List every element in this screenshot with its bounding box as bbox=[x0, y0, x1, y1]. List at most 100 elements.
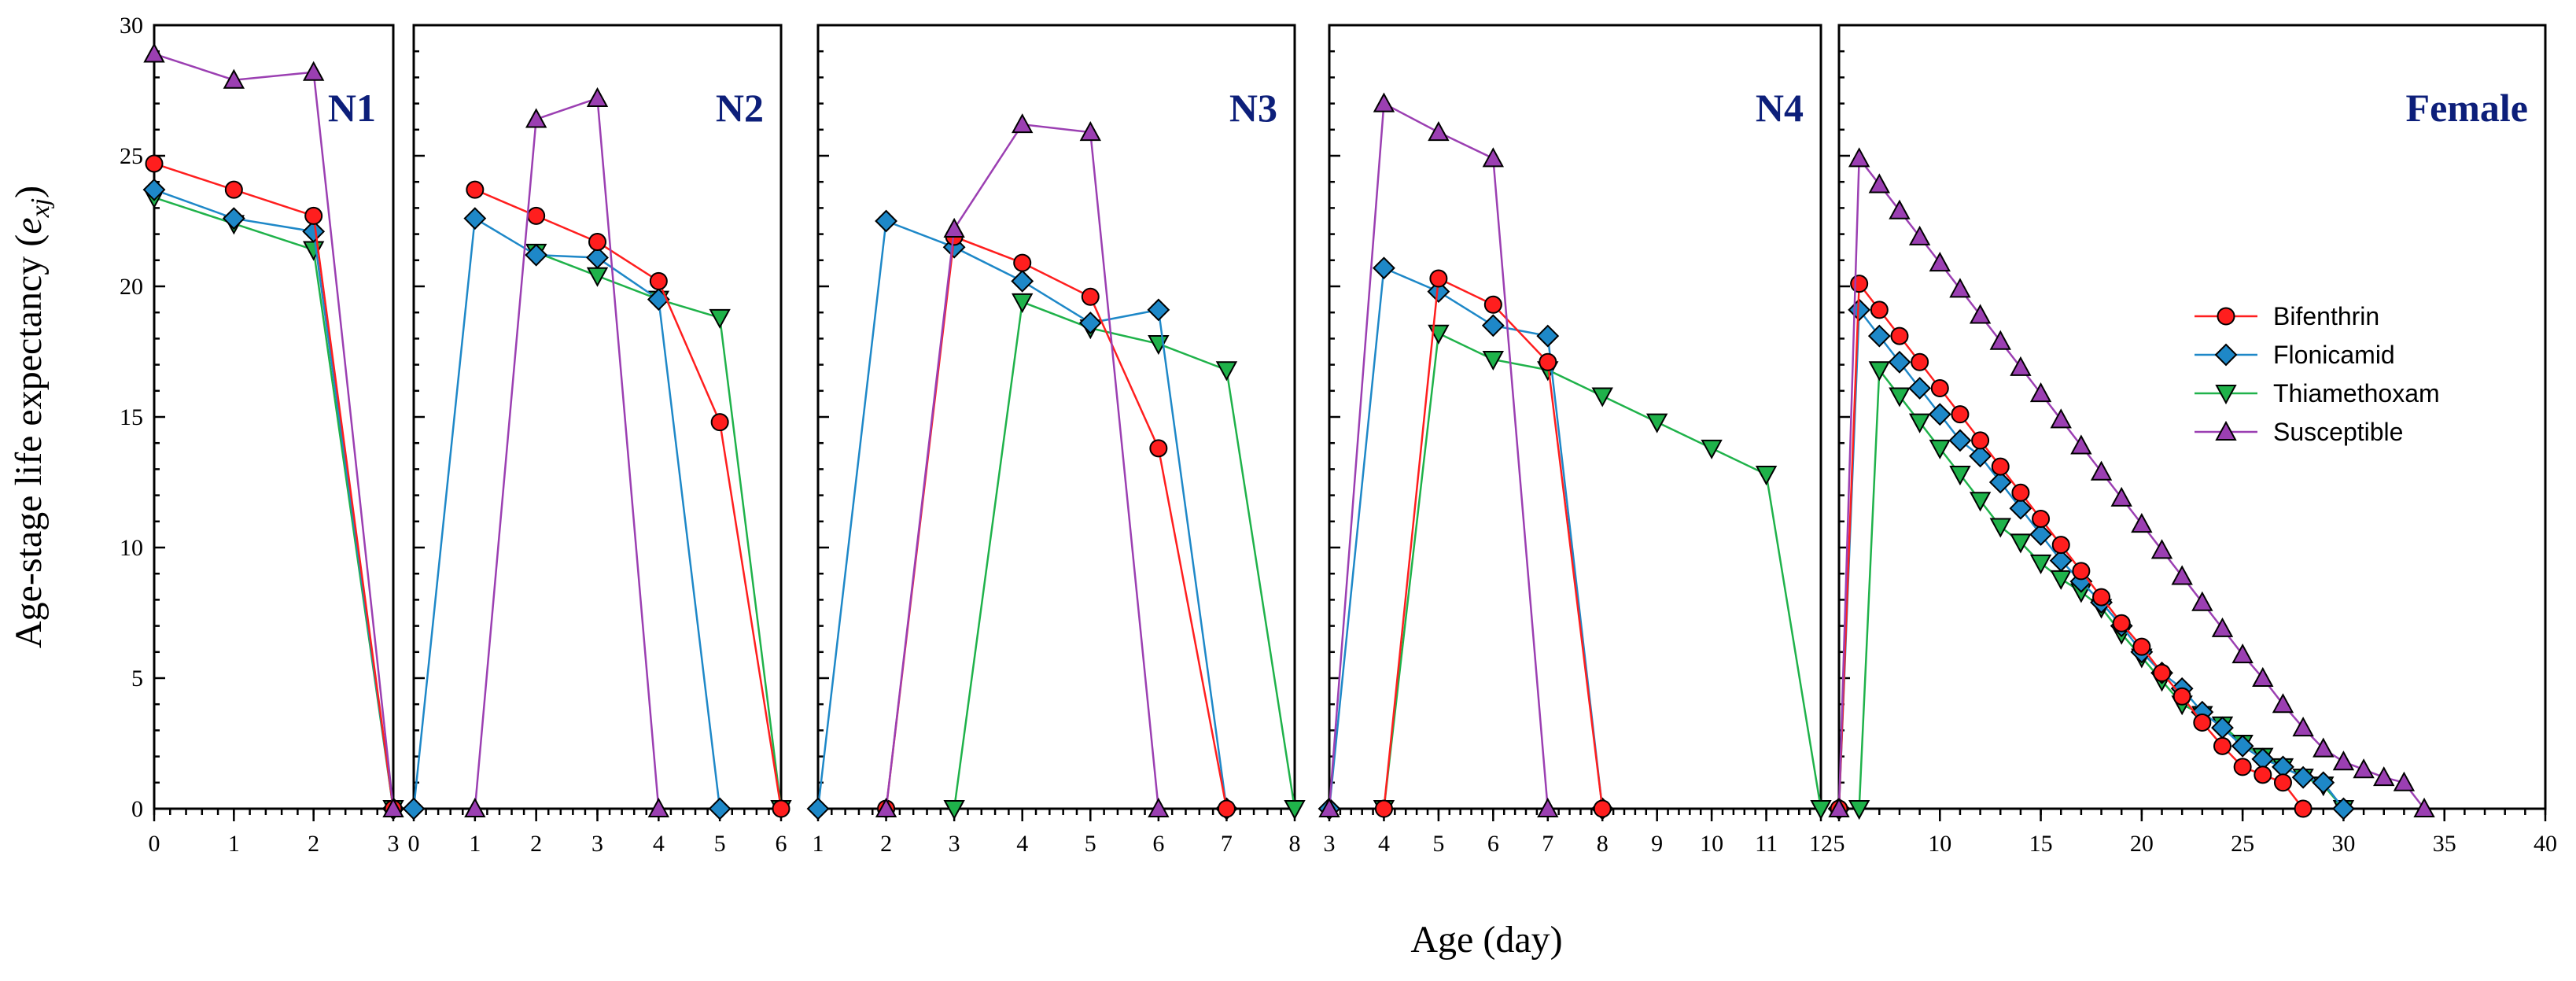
data-point bbox=[1889, 199, 1911, 219]
data-point bbox=[2353, 758, 2375, 779]
panel-title: N4 bbox=[1756, 86, 1804, 130]
data-point bbox=[145, 154, 164, 173]
x-tick-label: 8 bbox=[1289, 831, 1301, 857]
data-point bbox=[2252, 666, 2274, 687]
data-point bbox=[1989, 518, 2011, 538]
data-point bbox=[2131, 513, 2153, 533]
data-point bbox=[709, 308, 731, 329]
data-point bbox=[222, 207, 245, 230]
data-point bbox=[304, 206, 323, 225]
data-point bbox=[1148, 335, 1170, 356]
data-point bbox=[1888, 350, 1911, 374]
data-point bbox=[2029, 382, 2052, 403]
panel-frame bbox=[1328, 24, 1822, 810]
data-point bbox=[1483, 295, 1502, 314]
series-susceptible bbox=[1318, 92, 1559, 817]
x-axis-title: Age (day) bbox=[1410, 919, 1562, 961]
data-point bbox=[649, 271, 668, 290]
data-point bbox=[806, 797, 830, 821]
data-point bbox=[2070, 434, 2092, 455]
data-point bbox=[1427, 280, 1450, 304]
series-bifenthrin bbox=[145, 154, 403, 818]
series-thiamethoxam bbox=[1373, 324, 1832, 821]
data-point bbox=[1867, 324, 1891, 348]
data-point bbox=[1971, 431, 1990, 450]
data-point bbox=[586, 87, 609, 107]
x-tick-label: 2 bbox=[880, 831, 892, 857]
legend-item-thiamethoxam: Thiamethoxam bbox=[2195, 379, 2440, 408]
x-tick-label: 3 bbox=[1324, 831, 1336, 857]
data-point bbox=[1848, 147, 1870, 168]
data-point bbox=[463, 207, 487, 230]
x-tick-label: 30 bbox=[2331, 831, 2355, 857]
series-line bbox=[153, 162, 395, 810]
data-point bbox=[1081, 287, 1100, 306]
x-tick-label: 10 bbox=[1700, 831, 1723, 857]
data-point bbox=[772, 799, 790, 818]
legend-marker bbox=[2214, 343, 2238, 367]
data-point bbox=[2211, 617, 2234, 637]
x-tick-label: 4 bbox=[653, 831, 665, 857]
data-point bbox=[1284, 800, 1306, 821]
x-tick-label: 1 bbox=[813, 831, 824, 857]
x-tick-label: 3 bbox=[388, 831, 400, 857]
series-susceptible bbox=[875, 113, 1170, 817]
data-point bbox=[223, 68, 245, 89]
data-point bbox=[2011, 483, 2030, 502]
x-tick-label: 4 bbox=[1378, 831, 1390, 857]
series-line bbox=[153, 53, 395, 810]
data-point bbox=[2010, 356, 2032, 376]
data-point bbox=[1591, 387, 1613, 408]
series-flonicamid bbox=[402, 207, 732, 821]
data-point bbox=[1828, 797, 1850, 817]
data-point bbox=[1870, 301, 1889, 319]
panel-title: N3 bbox=[1229, 86, 1277, 130]
data-point bbox=[2272, 693, 2294, 714]
x-tick-label: 25 bbox=[2231, 831, 2254, 857]
x-tick-label: 5 bbox=[714, 831, 726, 857]
data-point bbox=[2153, 663, 2172, 682]
data-point bbox=[1890, 326, 1909, 345]
panel-frame bbox=[153, 24, 395, 810]
data-point bbox=[224, 180, 243, 199]
y-tick-label: 5 bbox=[131, 666, 143, 691]
data-point bbox=[875, 209, 897, 233]
panel-female: 5 10 15 20 25 30 35 40 Female bbox=[1827, 24, 2557, 857]
data-point bbox=[1011, 269, 1034, 293]
x-tick-label: 5 bbox=[1432, 831, 1444, 857]
series-line bbox=[1837, 155, 2426, 810]
data-point bbox=[2291, 765, 2315, 789]
data-point bbox=[1991, 457, 2010, 476]
data-point bbox=[1908, 413, 1931, 433]
data-point bbox=[588, 233, 606, 252]
data-point bbox=[1951, 405, 1970, 424]
series-susceptible bbox=[1828, 147, 2435, 817]
x-tick-label: 1 bbox=[469, 831, 481, 857]
data-point bbox=[2050, 570, 2072, 590]
x-tick-label: 10 bbox=[1928, 831, 1951, 857]
data-point bbox=[2213, 736, 2231, 755]
data-point bbox=[1217, 799, 1236, 818]
x-tick-label: 9 bbox=[1651, 831, 1663, 857]
y-tick-label: 25 bbox=[120, 143, 143, 169]
series-bifenthrin bbox=[877, 227, 1236, 818]
legend-label: Susceptible bbox=[2273, 418, 2403, 446]
data-point bbox=[2110, 486, 2132, 507]
data-point bbox=[1810, 800, 1832, 821]
data-point bbox=[1969, 304, 1992, 324]
data-point bbox=[466, 180, 485, 199]
data-point bbox=[2150, 539, 2173, 559]
series-line bbox=[412, 216, 721, 810]
data-point bbox=[1908, 377, 1932, 400]
data-point bbox=[2231, 734, 2254, 758]
data-point bbox=[1949, 466, 1971, 486]
data-point bbox=[1969, 444, 1992, 468]
data-point bbox=[525, 108, 547, 128]
data-point bbox=[525, 243, 548, 267]
data-point bbox=[1929, 252, 1951, 272]
data-point bbox=[1889, 387, 1911, 408]
x-tick-label: 35 bbox=[2433, 831, 2456, 857]
data-point bbox=[1645, 413, 1668, 433]
